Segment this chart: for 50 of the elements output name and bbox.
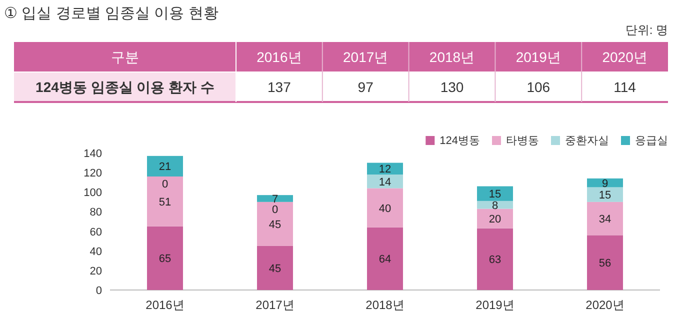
data-label: 21 [158,161,172,174]
legend-label: 중환자실 [565,135,609,147]
x-tick-label: 2016년 [146,298,184,312]
text: 97 [358,79,374,95]
category-label: 2016년 [256,49,302,65]
data-label: 8 [492,200,498,212]
text: 114 [614,79,636,95]
text: 106 [526,79,550,95]
y-tick-label: 60 [90,226,102,238]
legend-label: 124병동 [440,135,480,147]
data-label: 15 [488,188,502,201]
text: 구분 [111,49,139,65]
x-tick-label: 2019년 [476,298,514,312]
y-tick-label: 140 [84,148,102,160]
legend-label: 응급실 [635,135,668,147]
y-tick-label: 40 [90,246,102,258]
data-label: 14 [378,176,392,188]
category-label: 2020년 [602,49,648,65]
data-label: 64 [378,254,392,266]
data-label: 63 [488,254,502,266]
data-label: 0 [162,178,168,190]
data-label: 51 [158,196,172,208]
text: 124병동 임종실 이용 환자 수 [36,79,214,95]
data-label: 15 [598,190,612,202]
x-tick-label: 2017년 [256,298,294,312]
category-label: 2018년 [429,49,475,65]
chart-title: ① 입실 경로별 임종실 이용 현황 [4,5,218,22]
legend-label: 타병동 [506,135,539,147]
text: 130 [440,79,464,95]
data-label: 20 [488,214,502,226]
data-label: 56 [598,258,612,270]
y-tick-label: 120 [84,168,102,180]
data-label: 0 [272,204,278,216]
category-label: 2019년 [516,49,561,65]
y-tick-label: 80 [90,206,102,219]
category-label: 2017년 [343,49,388,65]
data-label: 34 [598,214,612,226]
data-label: 65 [158,253,172,266]
data-label: 9 [602,178,608,190]
data-label: 40 [378,202,392,215]
data-label: 45 [268,218,282,231]
x-tick-label: 2020년 [586,298,624,312]
text: 137 [268,79,292,95]
x-tick-label: 2018년 [366,298,404,312]
y-tick-label: 100 [84,187,102,200]
y-tick-label: 0 [96,285,102,297]
text: 단위: 명 [625,23,668,37]
y-tick-label: 20 [90,265,102,278]
data-label: 12 [378,164,392,176]
data-label: 45 [268,262,282,275]
